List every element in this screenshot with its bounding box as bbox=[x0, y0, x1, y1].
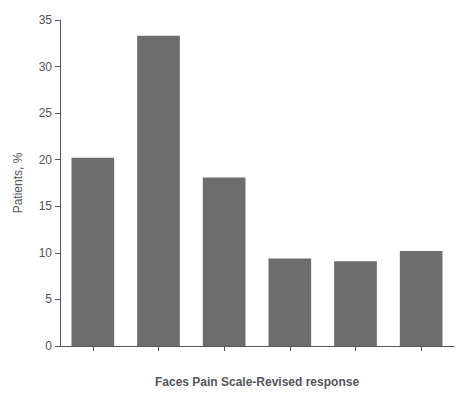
svg-text:20: 20 bbox=[39, 153, 53, 167]
svg-text:0: 0 bbox=[45, 339, 52, 353]
svg-text:10: 10 bbox=[39, 246, 53, 260]
svg-text:25: 25 bbox=[39, 106, 53, 120]
svg-text:5: 5 bbox=[45, 292, 52, 306]
svg-text:15: 15 bbox=[39, 199, 53, 213]
svg-text:30: 30 bbox=[39, 60, 53, 74]
svg-text:Patients, %: Patients, % bbox=[11, 152, 25, 213]
svg-text:Faces Pain Scale-Revised respo: Faces Pain Scale-Revised response bbox=[155, 375, 359, 389]
svg-text:35: 35 bbox=[39, 13, 53, 27]
